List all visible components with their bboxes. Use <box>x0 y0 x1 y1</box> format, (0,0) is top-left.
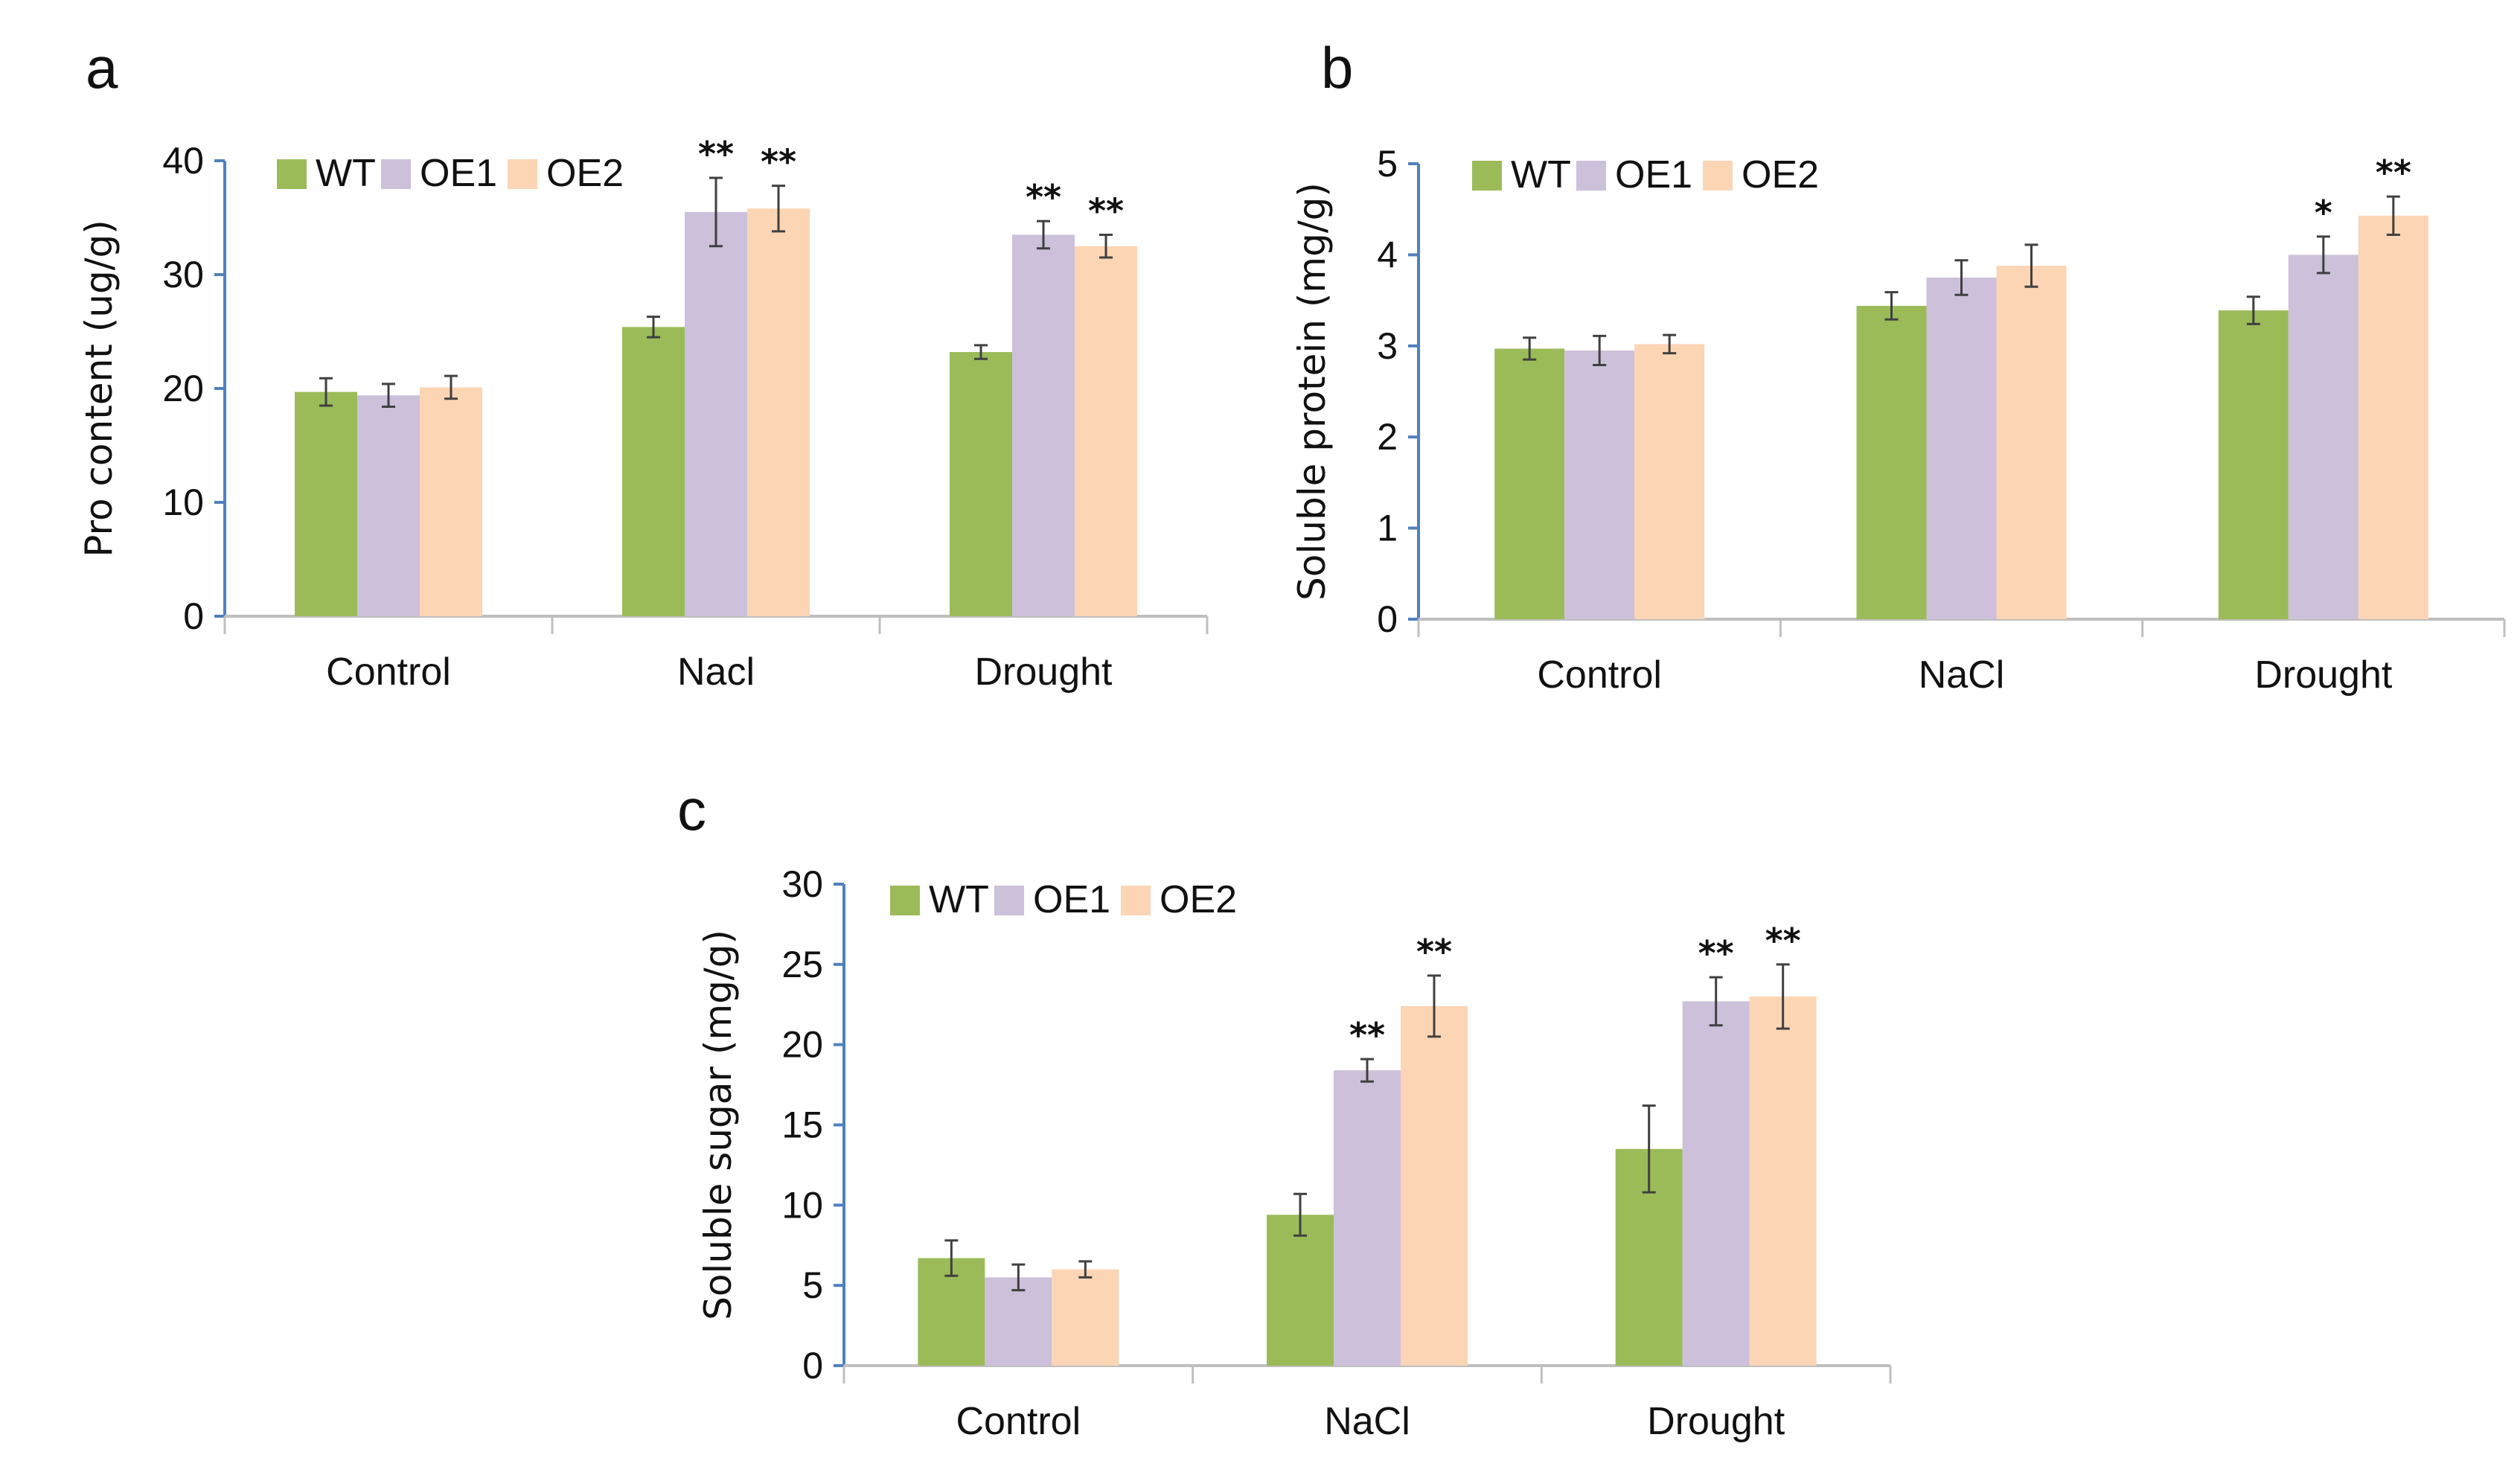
x-category-label: Control <box>1537 653 1662 697</box>
bar-oe1 <box>985 1277 1052 1366</box>
bar-wt <box>1267 1215 1334 1366</box>
legend-swatch-oe1 <box>381 159 411 189</box>
legend-label: OE1 <box>1033 878 1110 921</box>
x-category-label: NaCl <box>1919 653 2005 697</box>
bar-oe2 <box>420 387 482 616</box>
significance-marker: ** <box>761 142 796 182</box>
x-category-label: Drought <box>1647 1400 1785 1443</box>
bar-oe2 <box>747 208 810 616</box>
y-tick-label: 40 <box>162 140 204 182</box>
bar-wt <box>950 352 1012 616</box>
chart-panel-c: c 0 5 10 15 20 25 30 Soluble sugar (mg/g) Control… <box>677 777 1892 1443</box>
bar-wt <box>1494 348 1565 619</box>
y-tick-label: 3 <box>1377 325 1398 367</box>
y-tick-label: 10 <box>781 1184 823 1226</box>
bar-oe2 <box>1075 246 1137 616</box>
bar-oe1 <box>685 211 747 617</box>
y-tick-label: 5 <box>802 1264 823 1306</box>
legend: WT OE1 OE2 <box>1472 153 1819 196</box>
legend-swatch-wt <box>1472 161 1502 191</box>
x-category-label: Control <box>956 1400 1081 1443</box>
legend: WT OE1 OE2 <box>277 152 624 195</box>
y-tick-label: 10 <box>162 482 204 523</box>
y-tick-label: 20 <box>162 368 204 409</box>
y-tick-label: 0 <box>183 595 204 637</box>
bar-oe2 <box>2358 215 2428 619</box>
y-tick-label: 5 <box>1377 143 1398 185</box>
legend-swatch-wt <box>277 159 307 189</box>
y-tick-label: 20 <box>781 1024 823 1066</box>
significance-marker: ** <box>2376 153 2411 193</box>
legend-swatch-wt <box>890 886 920 915</box>
bar-oe1 <box>2288 255 2358 619</box>
legend-label: OE1 <box>420 152 497 195</box>
bar-oe1 <box>1564 350 1635 619</box>
significance-marker: ** <box>1416 932 1452 972</box>
y-tick-label: 0 <box>802 1345 823 1386</box>
x-category-label: Nacl <box>677 650 755 694</box>
y-axis-label: Soluble protein (mg/g) <box>1291 182 1334 601</box>
significance-marker: ** <box>1765 921 1801 961</box>
bar-oe2 <box>1996 266 2067 619</box>
panel-label: c <box>677 777 706 842</box>
y-axis-label: Pro content (ug/g) <box>77 220 121 557</box>
legend-label: OE2 <box>1160 878 1237 921</box>
chart-panel-a: a 0 10 20 30 40 Pro content (ug/g) Control Nacl *… <box>77 35 1209 694</box>
bar-oe1 <box>1926 278 1997 619</box>
x-category-label: NaCl <box>1324 1400 1410 1443</box>
significance-marker: ** <box>1698 933 1734 973</box>
bar-oe1 <box>1012 234 1075 616</box>
significance-marker: * <box>2315 193 2332 233</box>
y-tick-label: 0 <box>1377 598 1398 640</box>
y-tick-label: 15 <box>781 1104 823 1146</box>
y-tick-label: 25 <box>781 944 823 985</box>
legend-label: WT <box>1511 153 1571 196</box>
bar-wt <box>295 391 357 616</box>
y-tick-label: 1 <box>1377 508 1398 549</box>
bar-oe1 <box>357 395 420 616</box>
bar-oe1 <box>1682 1001 1750 1366</box>
legend-swatch-oe1 <box>994 886 1024 915</box>
bar-wt <box>622 327 685 616</box>
significance-marker: ** <box>1349 1015 1385 1055</box>
x-category-label: Control <box>326 650 451 694</box>
legend: WT OE1 OE2 <box>890 878 1237 921</box>
legend-label: WT <box>316 152 376 195</box>
bar-oe2 <box>1634 344 1705 619</box>
bar-oe2 <box>1401 1005 1468 1366</box>
bar-oe1 <box>1334 1070 1401 1366</box>
bar-wt <box>2218 310 2289 619</box>
significance-marker: ** <box>1026 177 1061 217</box>
y-tick-label: 4 <box>1377 234 1398 275</box>
panel-label: b <box>1321 35 1353 100</box>
legend-label: OE1 <box>1615 153 1692 196</box>
x-category-label: Drought <box>2254 653 2393 697</box>
legend-swatch-oe1 <box>1576 161 1606 191</box>
legend-label: OE2 <box>546 152 624 195</box>
y-tick-label: 2 <box>1377 416 1398 458</box>
y-axis-label: Soluble sugar (mg/g) <box>697 930 740 1320</box>
panel-label: a <box>86 35 118 100</box>
legend-label: WT <box>929 878 989 921</box>
x-category-label: Drought <box>975 650 1113 694</box>
bar-oe2 <box>1052 1269 1119 1366</box>
chart-panel-b: b 0 1 2 3 4 5 Soluble protein (mg/g) Control NaCl… <box>1291 35 2506 697</box>
y-tick-label: 30 <box>162 254 204 295</box>
legend-swatch-oe2 <box>1703 161 1733 191</box>
legend-swatch-oe2 <box>508 159 537 189</box>
bar-oe2 <box>1749 996 1817 1366</box>
y-tick-label: 30 <box>781 863 823 905</box>
significance-marker: ** <box>1088 191 1124 231</box>
significance-marker: ** <box>698 134 734 174</box>
legend-label: OE2 <box>1742 153 1819 196</box>
legend-swatch-oe2 <box>1121 886 1151 915</box>
bar-wt <box>1856 305 1927 619</box>
